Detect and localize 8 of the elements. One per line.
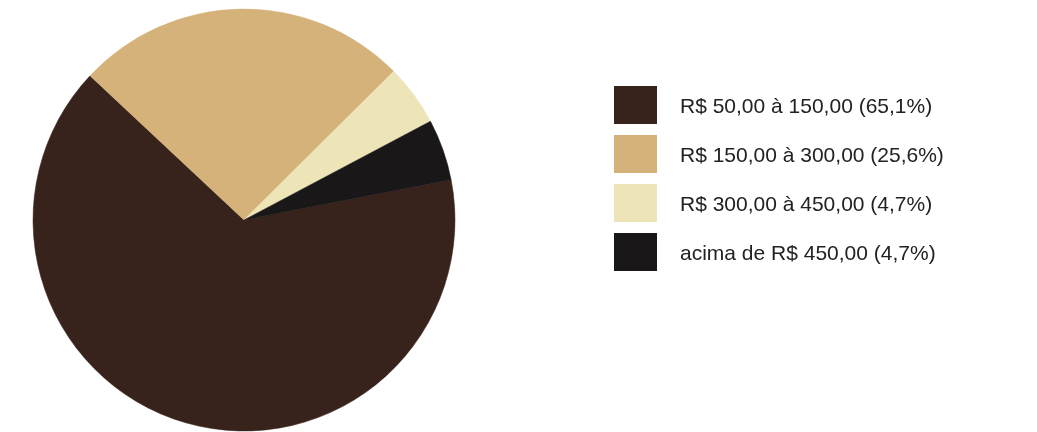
legend-label: R$ 150,00 à 300,00 (25,6%)	[680, 143, 944, 166]
pie-slice	[243, 71, 431, 221]
legend-label: R$ 50,00 à 150,00 (65,1%)	[680, 94, 933, 117]
legend-label: acima de R$ 450,00 (4,7%)	[680, 241, 936, 264]
pie-slice	[89, 8, 394, 221]
legend-label: R$ 300,00 à 450,00 (4,7%)	[680, 192, 933, 215]
pie-slice	[243, 121, 452, 221]
pie-slice	[32, 75, 455, 432]
